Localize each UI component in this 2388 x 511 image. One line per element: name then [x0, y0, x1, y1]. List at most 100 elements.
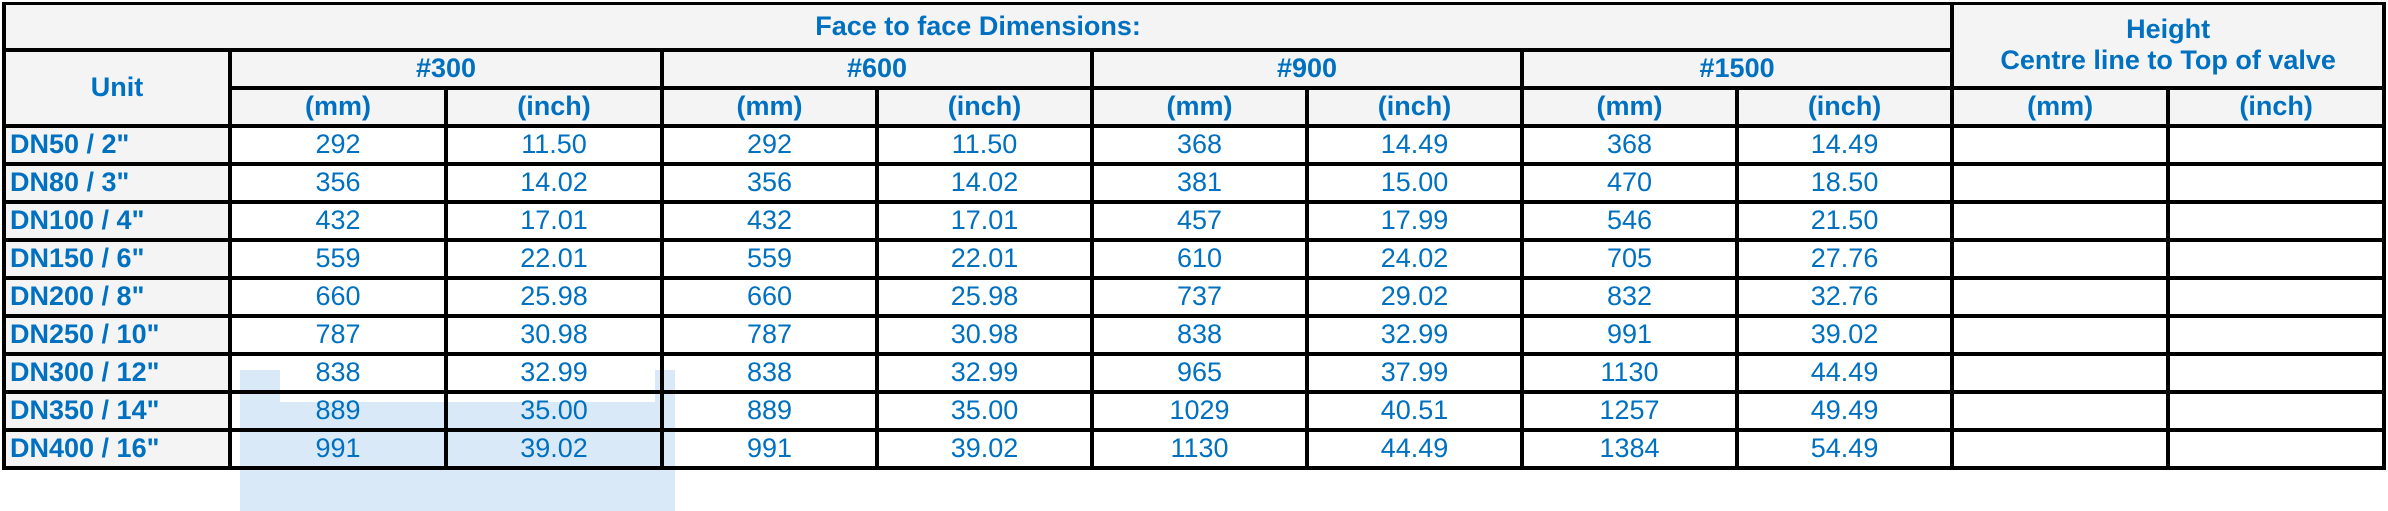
dimension-cell: 787	[660, 313, 879, 356]
size-cell: DN50 / 2"	[2, 123, 232, 166]
height-cell	[1950, 199, 2171, 242]
height-cell	[2166, 275, 2387, 318]
dimension-cell: 32.76	[1734, 275, 1955, 318]
dimension-cell: 1029	[1090, 389, 1309, 432]
height-cell	[1950, 313, 2171, 356]
unit-header: Unit	[2, 47, 232, 128]
unit-subheader: (mm)	[660, 85, 879, 128]
dimension-cell: 838	[660, 351, 879, 394]
unit-subheader: (inch)	[2166, 85, 2387, 128]
table-title: Face to face Dimensions:	[1, 2, 1955, 52]
dimension-cell: 559	[228, 237, 448, 280]
unit-subheader: (inch)	[1305, 85, 1524, 128]
dimension-cell: 660	[660, 275, 879, 318]
dimension-cell: 40.51	[1305, 389, 1524, 432]
dimension-cell: 292	[228, 123, 448, 166]
height-cell	[1950, 389, 2171, 432]
dimension-cell: 737	[1090, 275, 1309, 318]
dimension-cell: 14.02	[444, 161, 664, 204]
dimension-cell: 787	[228, 313, 448, 356]
table-row: DN100 / 4" 432 17.01 432 17.01 457 17.99 546 21.…	[2, 199, 2387, 242]
size-cell: DN100 / 4"	[2, 199, 232, 242]
dimension-cell: 559	[660, 237, 879, 280]
dimension-cell: 27.76	[1734, 237, 1955, 280]
dimension-cell: 832	[1520, 275, 1739, 318]
height-cell	[2166, 237, 2387, 280]
dimension-cell: 54.49	[1734, 427, 1955, 470]
size-cell: DN80 / 3"	[2, 161, 232, 204]
dimension-cell: 838	[228, 351, 448, 394]
dimension-cell: 838	[1090, 313, 1309, 356]
dimension-cell: 368	[1090, 123, 1309, 166]
dimension-cell: 660	[228, 275, 448, 318]
size-cell: DN350 / 14"	[2, 389, 232, 432]
dimension-cell: 889	[228, 389, 448, 432]
class-header: #600	[660, 47, 1094, 90]
dimension-cell: 1257	[1520, 389, 1739, 432]
dimension-cell: 11.50	[444, 123, 664, 166]
height-cell	[1950, 275, 2171, 318]
dimension-cell: 30.98	[444, 313, 664, 356]
unit-subheader: (inch)	[1734, 85, 1955, 128]
table-row: DN200 / 8" 660 25.98 660 25.98 737 29.02 832 32.…	[2, 275, 2387, 318]
dimension-cell: 991	[660, 427, 879, 470]
height-cell	[2166, 313, 2387, 356]
height-cell	[1950, 237, 2171, 280]
dimension-cell: 368	[1520, 123, 1739, 166]
height-cell	[1950, 427, 2171, 470]
dimension-cell: 39.02	[875, 427, 1094, 470]
dimension-cell: 49.49	[1734, 389, 1955, 432]
dimensions-table: Face to face Dimensions: Height Centre l…	[1, 2, 2387, 470]
dimension-cell: 1130	[1090, 427, 1309, 470]
dimension-cell: 457	[1090, 199, 1309, 242]
table-row: DN250 / 10" 787 30.98 787 30.98 838 32.99 991 39…	[2, 313, 2387, 356]
dimension-cell: 22.01	[875, 237, 1094, 280]
dimension-cell: 14.49	[1305, 123, 1524, 166]
dimension-cell: 32.99	[875, 351, 1094, 394]
dimension-cell: 39.02	[1734, 313, 1955, 356]
height-cell	[2166, 199, 2387, 242]
table-row: DN400 / 16" 991 39.02 991 39.02 1130 44.49 1384…	[2, 427, 2387, 470]
dimension-cell: 610	[1090, 237, 1309, 280]
dimension-cell: 991	[228, 427, 448, 470]
height-header-line2: Centre line to Top of valve	[2000, 45, 2336, 76]
dimension-cell: 705	[1520, 237, 1739, 280]
dimension-cell: 546	[1520, 199, 1739, 242]
unit-subheader: (inch)	[444, 85, 664, 128]
dimension-cell: 44.49	[1734, 351, 1955, 394]
unit-subheader: (mm)	[228, 85, 448, 128]
table-row: DN80 / 3" 356 14.02 356 14.02 381 15.00 470 18.5…	[2, 161, 2387, 204]
dimension-cell: 15.00	[1305, 161, 1524, 204]
dimension-cell: 991	[1520, 313, 1739, 356]
height-cell	[1950, 123, 2171, 166]
dimension-cell: 18.50	[1734, 161, 1955, 204]
dimension-cell: 29.02	[1305, 275, 1524, 318]
dimension-cell: 356	[228, 161, 448, 204]
dimension-cell: 965	[1090, 351, 1309, 394]
dimension-cell: 44.49	[1305, 427, 1524, 470]
dimension-cell: 21.50	[1734, 199, 1955, 242]
dimension-cell: 25.98	[444, 275, 664, 318]
dimension-cell: 470	[1520, 161, 1739, 204]
dimension-cell: 22.01	[444, 237, 664, 280]
dimension-cell: 1384	[1520, 427, 1739, 470]
size-cell: DN400 / 16"	[2, 427, 232, 470]
dimension-cell: 35.00	[444, 389, 664, 432]
height-cell	[1950, 351, 2171, 394]
dimension-cell: 32.99	[1305, 313, 1524, 356]
unit-subheader: (mm)	[1950, 85, 2171, 128]
dimension-cell: 381	[1090, 161, 1309, 204]
class-header: #900	[1090, 47, 1524, 90]
unit-subheader: (mm)	[1090, 85, 1309, 128]
table-row: DN350 / 14" 889 35.00 889 35.00 1029 40.51 1257…	[2, 389, 2387, 432]
dimension-cell: 17.01	[444, 199, 664, 242]
dimension-cell: 30.98	[875, 313, 1094, 356]
dimension-cell: 17.99	[1305, 199, 1524, 242]
class-header: #1500	[1519, 47, 1955, 90]
unit-subheader: (inch)	[875, 85, 1094, 128]
dimension-cell: 17.01	[875, 199, 1094, 242]
table-row: DN50 / 2" 292 11.50 292 11.50 368 14.49 368 14.4…	[2, 123, 2387, 166]
height-header-line1: Height	[2126, 14, 2211, 45]
dimension-cell: 1130	[1520, 351, 1739, 394]
dimension-cell: 292	[660, 123, 879, 166]
